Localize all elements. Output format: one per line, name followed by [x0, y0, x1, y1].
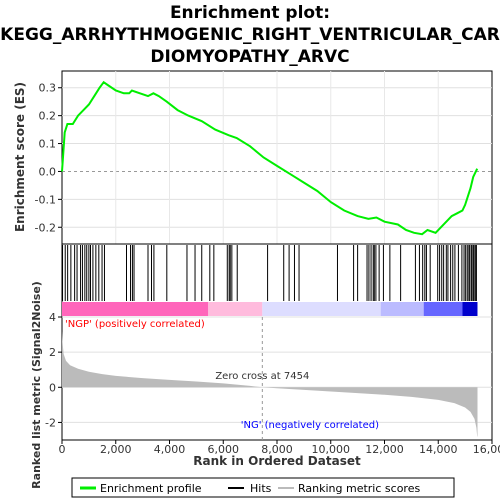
x-tick-label: 16,000	[473, 443, 500, 456]
ranking-band-segment	[262, 302, 381, 316]
es-ytick-label: 0.3	[39, 82, 57, 95]
zero-cross-label: Zero cross at 7454	[215, 371, 309, 382]
es-ytick-label: -0.1	[35, 193, 56, 206]
ranking-band-segment	[462, 302, 478, 316]
legend-label-enrichment: Enrichment profile	[100, 482, 202, 495]
metric-panel: -2 0 2 4 'NGP' (positively correlated) 'NG'…	[30, 281, 493, 489]
legend-label-metric: Ranking metric scores	[298, 482, 420, 495]
chart-title-line-3: DIOMYOPATHY_ARVC	[150, 47, 349, 67]
ranking-band-segment	[380, 302, 424, 316]
legend-frame	[71, 477, 455, 498]
x-tick-label: 0	[59, 443, 66, 456]
metric-ytick-label: 4	[49, 311, 56, 324]
neg-correlated-label: 'NG' (negatively correlated)	[241, 420, 379, 431]
hits-panel	[61, 243, 493, 318]
x-tick-label: 12,000	[365, 443, 404, 456]
es-ytick-label: 0.2	[39, 110, 57, 123]
metric-ytick-label: -2	[45, 416, 56, 429]
es-ytick-label: -0.2	[35, 221, 56, 234]
x-tick-label: 10,000	[312, 443, 351, 456]
pos-correlated-label: 'NGP' (positively correlated)	[65, 319, 205, 330]
chart-title-line-1: Enrichment plot:	[170, 3, 330, 23]
metric-ytick-label: 2	[49, 346, 56, 359]
ranking-metric-area	[62, 331, 478, 437]
x-tick-label: 14,000	[419, 443, 458, 456]
es-panel: -0.2 -0.1 0.0 0.1 0.2 0.3 Enrichment score (E…	[13, 70, 493, 245]
es-ylabel: Enrichment score (ES)	[13, 82, 27, 232]
x-tick-label: 8,000	[261, 443, 293, 456]
chart-title-line-2: KEGG_ARRHYTHMOGENIC_RIGHT_VENTRICULAR_CA…	[0, 25, 500, 45]
x-axis-label: Rank in Ordered Dataset	[193, 454, 361, 468]
x-tick-label: 2,000	[100, 443, 132, 456]
es-ytick-label: 0.0	[39, 165, 57, 178]
x-tick-label: 6,000	[208, 443, 240, 456]
metric-ylabel: Ranked list metric (Signal2Noise)	[30, 281, 43, 489]
ranking-band-segment	[423, 302, 463, 316]
x-axis: 0 2,000 4,000 6,000 8,000 10,000 12,000 14,000 1…	[59, 440, 500, 456]
legend: Enrichment profile Hits Ranking metric s…	[71, 477, 455, 498]
ranking-band-segment	[208, 302, 263, 316]
x-tick-label: 4,000	[154, 443, 186, 456]
enrichment-profile-line	[61, 80, 479, 236]
legend-label-hits: Hits	[250, 482, 272, 495]
ranking-band-segment	[62, 302, 209, 316]
es-ytick-label: 0.1	[39, 138, 57, 151]
metric-ytick-label: 0	[49, 381, 56, 394]
